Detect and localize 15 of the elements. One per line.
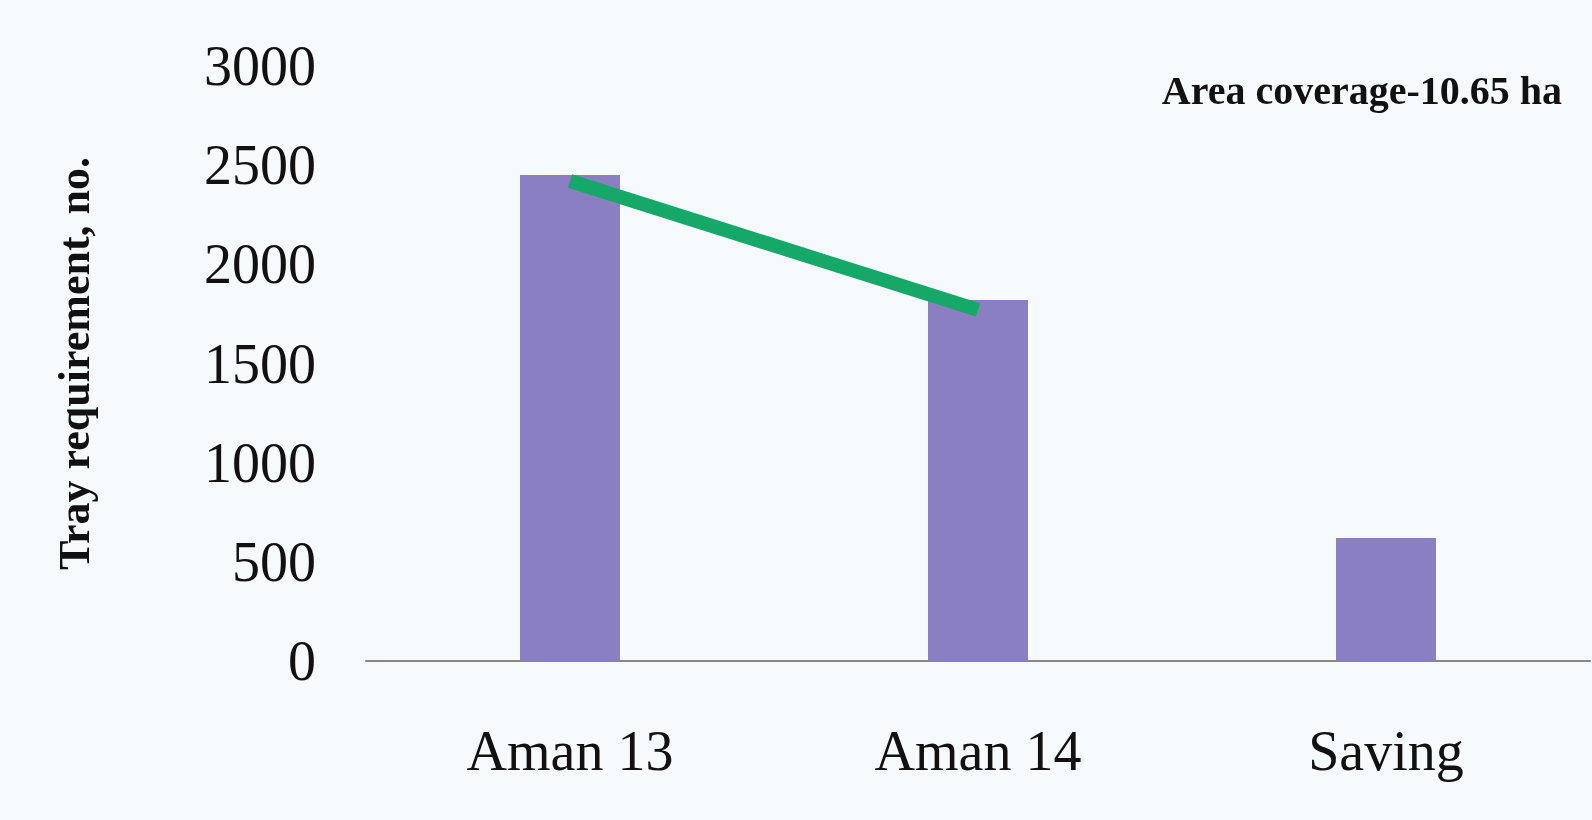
annotation: Area coverage-10.65 ha <box>1161 67 1563 113</box>
bar <box>1336 538 1436 661</box>
y-tick-label: 2000 <box>204 233 316 296</box>
y-tick-label: 0 <box>288 630 316 692</box>
bar <box>520 175 620 661</box>
y-tick-label: 1500 <box>204 332 316 395</box>
y-tick-label: 500 <box>232 530 316 593</box>
y-axis-title: Tray requirement, no. <box>49 156 99 571</box>
y-tick-label: 3000 <box>204 35 316 97</box>
x-tick-label: Aman 13 <box>466 720 674 782</box>
x-tick-label: Saving <box>1308 720 1464 782</box>
y-tick-label: 1000 <box>204 431 316 494</box>
y-tick-label: 2500 <box>204 134 316 197</box>
bar <box>928 300 1028 661</box>
x-tick-label: Aman 14 <box>874 720 1082 782</box>
